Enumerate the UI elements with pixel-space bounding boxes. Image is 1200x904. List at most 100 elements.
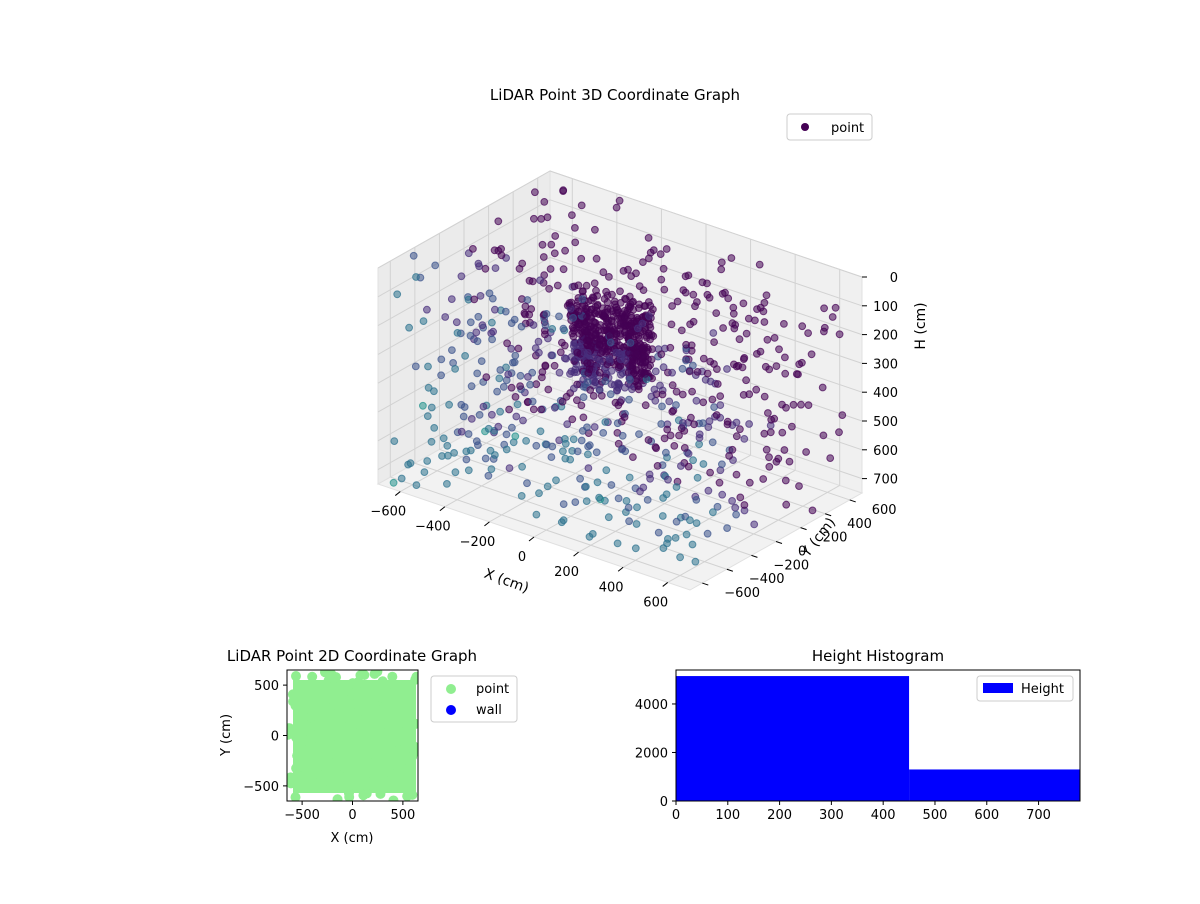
point-3d xyxy=(514,344,523,353)
point-3d xyxy=(686,320,694,329)
point-2d xyxy=(411,746,418,757)
point-3d xyxy=(577,201,586,210)
point-3d xyxy=(595,493,603,502)
point-3d xyxy=(568,211,576,220)
point-3d xyxy=(641,370,650,378)
grid-line xyxy=(488,421,801,529)
point-2d xyxy=(290,671,301,682)
point-3d xyxy=(550,249,559,258)
point-3d xyxy=(632,349,641,358)
point-3d xyxy=(523,296,532,304)
point-3d xyxy=(735,335,744,344)
y-tick-label: 400 xyxy=(847,517,872,532)
point-2d xyxy=(323,756,334,767)
point-3d xyxy=(574,281,583,290)
grid-line xyxy=(377,314,551,413)
point-3d xyxy=(486,446,495,455)
point-3d xyxy=(723,365,731,373)
y-tick-label: 0 xyxy=(271,730,279,745)
point-2d xyxy=(319,685,330,696)
point-3d xyxy=(419,401,427,410)
point-3d xyxy=(523,479,531,488)
point-3d xyxy=(782,500,791,509)
point-3d xyxy=(665,397,674,406)
point-3d xyxy=(659,494,667,502)
point-3d xyxy=(692,519,701,527)
point-3d xyxy=(424,362,432,371)
point-3d xyxy=(443,441,452,450)
point-3d xyxy=(412,481,421,490)
point-3d xyxy=(602,466,611,475)
point-3d xyxy=(624,503,633,512)
point-3d xyxy=(511,351,520,360)
point-3d xyxy=(545,284,553,293)
point-3d xyxy=(718,490,727,499)
point-3d xyxy=(491,305,499,314)
chart-2d-legend-label-point: point xyxy=(476,682,509,697)
point-3d xyxy=(481,264,490,273)
point-3d xyxy=(561,435,569,443)
point-3d xyxy=(795,482,803,491)
point-3d xyxy=(600,326,609,335)
point-3d xyxy=(517,492,526,500)
grid-line xyxy=(377,199,551,298)
point-3d xyxy=(494,422,503,431)
point-3d xyxy=(583,313,591,322)
y-tick-mark xyxy=(849,499,856,503)
point-3d xyxy=(607,367,616,375)
point-3d xyxy=(804,401,813,410)
point-3d xyxy=(804,329,812,338)
point-3d xyxy=(612,203,621,212)
x-tick-label: 200 xyxy=(767,808,792,823)
point-2d xyxy=(403,697,414,708)
histogram-legend-marker xyxy=(983,683,1013,693)
point-3d xyxy=(495,374,504,383)
point-2d xyxy=(308,777,319,788)
point-3d xyxy=(526,380,534,389)
x-tick-label: 400 xyxy=(599,580,624,595)
point-3d xyxy=(679,419,687,427)
chart-2d-xlabel: X (cm) xyxy=(331,831,374,846)
point-3d xyxy=(610,297,619,306)
point-2d xyxy=(342,764,353,775)
point-3d xyxy=(672,517,681,526)
point-3d xyxy=(590,279,599,288)
z-tick-label: 400 xyxy=(873,386,898,401)
point-3d xyxy=(633,503,641,512)
point-3d xyxy=(807,350,816,359)
point-3d xyxy=(536,427,545,436)
point-3d xyxy=(583,378,592,387)
point-3d xyxy=(781,476,790,485)
point-3d xyxy=(397,474,406,483)
point-3d xyxy=(730,360,738,369)
point-3d xyxy=(626,375,634,384)
point-2d xyxy=(311,694,322,705)
point-3d xyxy=(540,198,549,206)
point-3d xyxy=(676,553,684,562)
point-3d xyxy=(459,412,468,421)
y-tick-label: −200 xyxy=(773,558,809,573)
chart-3d-ticks: −600−400−2000200400600−600−400−200020040… xyxy=(370,271,898,610)
point-3d xyxy=(631,544,640,553)
point-2d xyxy=(320,768,331,779)
point-3d xyxy=(517,322,526,331)
point-3d xyxy=(453,329,462,337)
point-3d xyxy=(547,453,556,462)
point-3d xyxy=(781,353,789,362)
point-3d xyxy=(638,319,647,328)
histogram-bars xyxy=(676,676,1080,801)
point-3d xyxy=(546,265,555,273)
point-3d xyxy=(740,501,749,509)
point-3d xyxy=(460,403,469,411)
point-3d xyxy=(744,314,753,323)
point-3d xyxy=(693,473,702,482)
point-3d xyxy=(565,299,574,307)
point-3d xyxy=(675,431,683,440)
point-3d xyxy=(780,320,788,328)
point-3d xyxy=(606,390,615,399)
point-3d xyxy=(571,238,580,247)
point-3d xyxy=(584,464,593,473)
y-tick-label: 2000 xyxy=(635,746,668,761)
x-tick-label: 500 xyxy=(390,808,415,823)
point-2d xyxy=(359,714,370,725)
